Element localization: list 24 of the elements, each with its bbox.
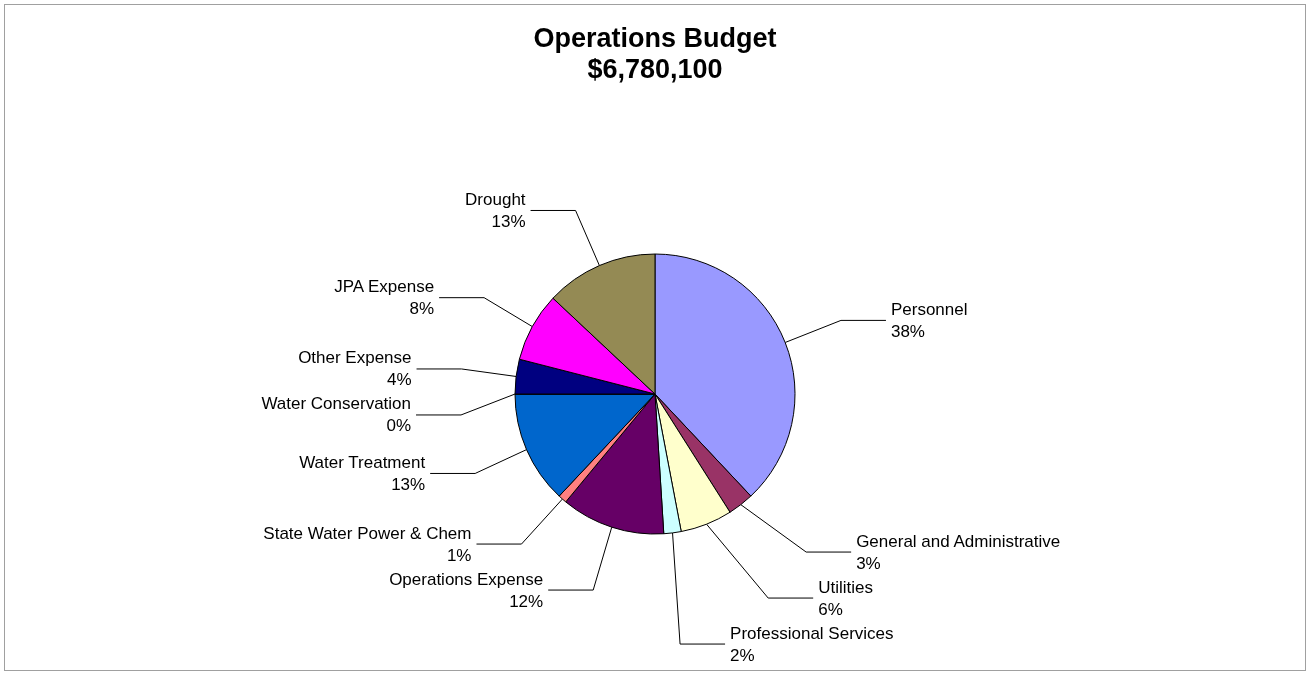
data-label: 13% bbox=[391, 474, 426, 494]
slice-label: Water Treatment bbox=[299, 452, 426, 472]
slice-label: JPA Expense bbox=[334, 277, 435, 297]
data-label: 8% bbox=[409, 299, 435, 319]
slice-label: Operations Expense bbox=[389, 569, 544, 589]
slice-label: Drought bbox=[465, 189, 526, 209]
slice-label: Other Expense bbox=[298, 348, 412, 368]
chart-title: Operations Budget bbox=[533, 22, 777, 53]
data-label: 4% bbox=[386, 370, 412, 390]
text: 0% bbox=[386, 416, 412, 436]
slice-label: State Water Power & Chem bbox=[263, 523, 472, 543]
slice-label: Utilities bbox=[818, 577, 873, 597]
data-label: 2% bbox=[730, 645, 755, 665]
data-label: 3% bbox=[856, 553, 881, 573]
data-label: 1% bbox=[446, 545, 472, 565]
data-label: 13% bbox=[491, 211, 526, 231]
data-label: 6% bbox=[818, 599, 843, 619]
chart-subtitle: $6,780,100 bbox=[587, 53, 723, 84]
slice-label: Personnel bbox=[890, 299, 968, 319]
slice-label: General and Administrative bbox=[856, 531, 1061, 551]
data-label: 12% bbox=[509, 591, 544, 611]
slice-label: Professional Services bbox=[730, 623, 894, 643]
data-label: 38% bbox=[890, 321, 925, 341]
category-label: Water Conservation bbox=[261, 394, 412, 414]
